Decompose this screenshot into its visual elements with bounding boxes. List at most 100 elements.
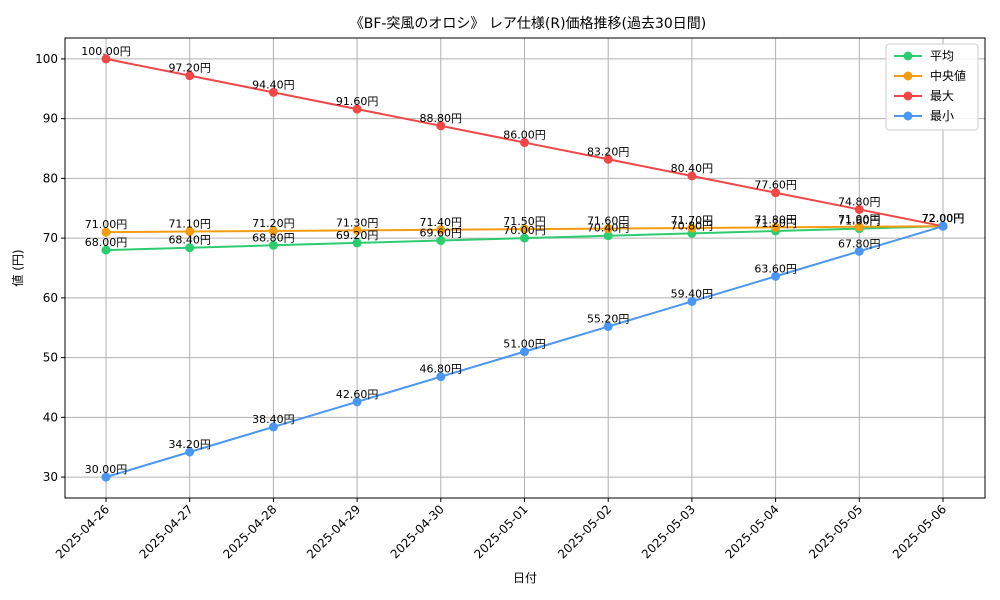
data-label: 71.80円 [754, 213, 797, 226]
x-tick-label: 2025-05-06 [890, 502, 949, 561]
data-label: 69.60円 [420, 227, 463, 240]
data-label: 83.20円 [587, 145, 630, 158]
data-label: 42.60円 [336, 388, 379, 401]
y-axis-label: 値 (円) [10, 249, 25, 286]
data-point [520, 347, 529, 357]
y-tick-label: 30 [43, 470, 58, 484]
data-point [436, 236, 446, 246]
series-group [101, 54, 948, 482]
data-label: 51.00円 [503, 338, 546, 351]
data-label: 68.80円 [252, 231, 295, 244]
data-point [687, 296, 697, 306]
data-point [771, 188, 781, 198]
legend-entry: 最小 [930, 109, 954, 123]
legend-entry: 平均 [930, 49, 954, 63]
data-label: 72.00円 [922, 212, 965, 225]
data-point [436, 121, 446, 131]
legend-entry: 最大 [930, 89, 954, 103]
data-label: 71.60円 [838, 215, 881, 228]
data-label: 67.80円 [838, 237, 881, 250]
data-label: 71.00円 [85, 218, 128, 231]
data-label: 55.20円 [587, 313, 630, 326]
data-point [603, 231, 613, 241]
data-label: 68.00円 [85, 236, 128, 249]
x-tick-label: 2025-04-27 [137, 502, 196, 561]
data-point [603, 322, 613, 332]
data-label: 86.00円 [503, 129, 546, 142]
chart-title: 《BF-突風のオロシ》 レア仕様(R)価格推移(過去30日間) [350, 16, 707, 32]
data-point [185, 243, 195, 253]
legend-marker [903, 111, 913, 121]
data-point [520, 138, 529, 148]
y-tick-label: 90 [43, 112, 58, 126]
data-label: 97.20円 [168, 62, 211, 75]
grid [65, 38, 985, 498]
x-tick-label: 2025-05-01 [471, 502, 530, 561]
data-point [185, 447, 195, 457]
x-tick-label: 2025-04-26 [53, 502, 112, 561]
y-tick-label: 70 [43, 231, 58, 245]
data-point [687, 223, 697, 233]
y-tick-label: 60 [43, 291, 58, 305]
data-label: 71.30円 [336, 216, 379, 229]
x-axis-ticks: 2025-04-26 2025-04-27 2025-04-28 2025-04-29… [53, 498, 949, 561]
data-point [352, 225, 362, 235]
legend-marker [903, 51, 913, 61]
data-labels: 68.00円 68.40円 68.80円 69.20円 69.60円 70.00円 70.4… [81, 45, 964, 476]
data-label: 59.40円 [671, 287, 714, 300]
data-label: 71.20円 [252, 217, 295, 230]
data-point [771, 222, 781, 232]
x-tick-label: 2025-05-02 [555, 502, 614, 561]
data-point [854, 204, 864, 214]
data-label: 71.50円 [503, 215, 546, 228]
data-label: 71.70円 [671, 214, 714, 227]
data-point [854, 246, 864, 256]
data-label: 71.60円 [587, 215, 630, 228]
legend-box [885, 43, 979, 131]
data-label: 72.00円 [922, 212, 965, 225]
data-point [603, 154, 613, 164]
data-label: 72.00円 [922, 212, 965, 225]
y-axis-ticks: 30 40 50 60 70 80 90 100 [35, 52, 65, 484]
data-label: 71.90円 [838, 213, 881, 226]
data-label: 68.40円 [168, 234, 211, 247]
data-label: 94.40円 [252, 78, 295, 91]
data-point [771, 271, 781, 281]
x-tick-label: 2025-04-28 [220, 502, 279, 561]
data-point [436, 372, 446, 382]
data-label: 72.00円 [922, 212, 965, 225]
data-point [101, 54, 111, 64]
data-label: 70.40円 [587, 222, 630, 235]
data-point [101, 227, 111, 237]
data-point [603, 224, 613, 234]
data-label: 71.40円 [420, 216, 463, 229]
x-tick-label: 2025-04-30 [388, 502, 447, 561]
data-label: 34.20円 [168, 438, 211, 451]
data-point [352, 238, 362, 248]
data-point [185, 227, 195, 237]
data-point [268, 422, 278, 432]
data-point [520, 224, 529, 234]
data-label: 71.20円 [754, 217, 797, 230]
y-tick-label: 100 [35, 52, 58, 66]
y-tick-label: 50 [43, 351, 58, 365]
data-label: 71.10円 [168, 218, 211, 231]
data-label: 91.60円 [336, 95, 379, 108]
y-tick-label: 80 [43, 171, 58, 185]
data-label: 70.00円 [503, 224, 546, 237]
data-label: 80.40円 [671, 162, 714, 175]
x-tick-label: 2025-05-04 [723, 502, 782, 561]
x-axis-label: 日付 [513, 571, 537, 585]
data-point [185, 71, 195, 81]
data-point [520, 233, 529, 243]
data-point [436, 225, 446, 235]
legend-marker [903, 91, 913, 101]
data-label: 46.80円 [420, 363, 463, 376]
x-tick-label: 2025-04-29 [304, 502, 363, 561]
x-tick-label: 2025-05-05 [806, 502, 865, 561]
y-tick-label: 40 [43, 410, 58, 424]
data-label: 63.60円 [754, 262, 797, 275]
data-label: 70.80円 [671, 219, 714, 232]
